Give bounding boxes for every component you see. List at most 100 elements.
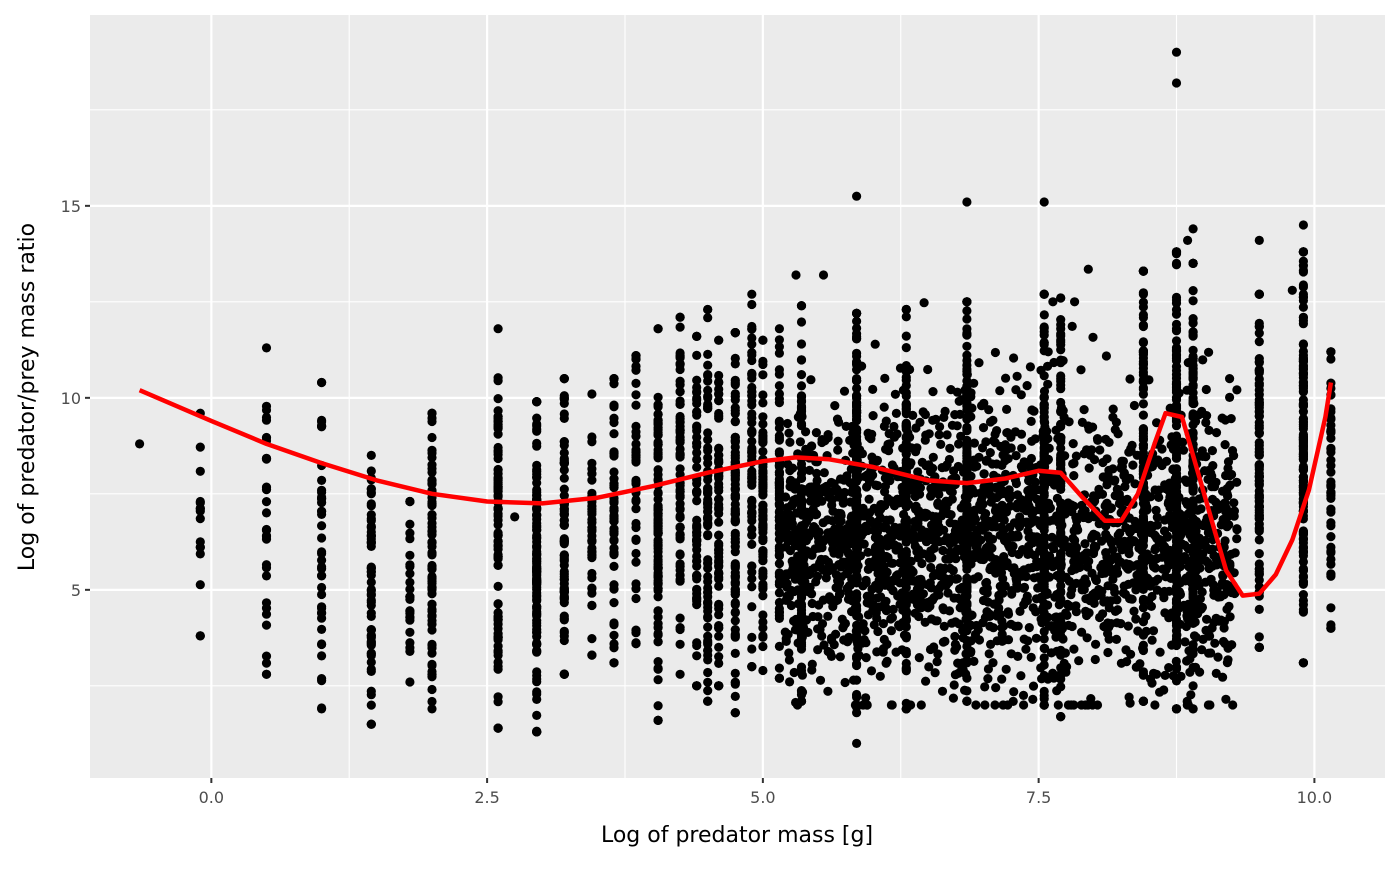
data-point <box>758 617 767 626</box>
data-point <box>920 534 929 543</box>
data-point <box>867 666 876 675</box>
data-point <box>966 647 975 656</box>
data-point <box>532 625 541 634</box>
data-point <box>1172 657 1181 666</box>
data-point <box>714 336 723 345</box>
data-point <box>654 538 663 547</box>
data-point <box>962 329 971 338</box>
data-point <box>1299 313 1308 322</box>
data-point <box>946 518 955 527</box>
data-point <box>1040 290 1049 299</box>
data-point <box>1172 577 1181 586</box>
data-point <box>1040 418 1049 427</box>
data-point <box>317 625 326 634</box>
data-point <box>1189 399 1198 408</box>
data-point <box>794 554 803 563</box>
data-point <box>1192 541 1201 550</box>
data-point <box>1077 628 1086 637</box>
data-point <box>927 614 936 623</box>
data-point <box>1167 432 1176 441</box>
data-point <box>991 562 1000 571</box>
data-point <box>1040 644 1049 653</box>
data-point <box>858 639 867 648</box>
data-point <box>1299 369 1308 378</box>
data-point <box>820 483 829 492</box>
data-point <box>787 601 796 610</box>
data-point <box>775 381 784 390</box>
data-point <box>692 638 701 647</box>
data-point <box>1056 374 1065 383</box>
data-point <box>979 469 988 478</box>
data-point <box>532 695 541 704</box>
data-point <box>1105 535 1114 544</box>
data-point <box>1205 700 1214 709</box>
data-point <box>960 686 969 695</box>
data-point <box>1017 390 1026 399</box>
data-point <box>1198 355 1207 364</box>
data-point <box>747 325 756 334</box>
data-point <box>853 440 862 449</box>
data-point <box>923 510 932 519</box>
data-point <box>1138 644 1147 653</box>
data-point <box>1044 347 1053 356</box>
data-point <box>1047 560 1056 569</box>
data-point <box>962 356 971 365</box>
data-point <box>828 495 837 504</box>
data-point <box>758 447 767 456</box>
data-point <box>1105 438 1114 447</box>
data-point <box>923 365 932 374</box>
data-point <box>982 522 991 531</box>
data-point <box>367 687 376 696</box>
data-point <box>731 692 740 701</box>
data-point <box>830 640 839 649</box>
data-point <box>818 619 827 628</box>
data-point <box>852 376 861 385</box>
data-point <box>961 492 970 501</box>
data-point <box>1032 557 1041 566</box>
data-point <box>367 591 376 600</box>
data-point <box>367 631 376 640</box>
data-point <box>1059 356 1068 365</box>
data-point <box>317 422 326 431</box>
data-point <box>262 610 271 619</box>
data-point <box>1080 405 1089 414</box>
data-point <box>1139 383 1148 392</box>
data-point <box>609 598 618 607</box>
data-point <box>731 359 740 368</box>
data-point <box>988 459 997 468</box>
data-point <box>747 409 756 418</box>
data-point <box>560 521 569 530</box>
data-point <box>1149 562 1158 571</box>
data-point <box>317 533 326 542</box>
data-point <box>1255 493 1264 502</box>
data-point <box>1189 259 1198 268</box>
data-point <box>1167 641 1176 650</box>
data-point <box>1299 596 1308 605</box>
data-point <box>1255 506 1264 515</box>
data-point <box>1326 603 1335 612</box>
data-point <box>1048 297 1057 306</box>
data-point <box>731 649 740 658</box>
data-point <box>797 317 806 326</box>
data-point <box>703 572 712 581</box>
data-point <box>1255 365 1264 374</box>
data-point <box>747 396 756 405</box>
data-point <box>427 464 436 473</box>
data-point <box>532 711 541 720</box>
data-point <box>970 439 979 448</box>
data-point <box>847 488 856 497</box>
data-point <box>1103 648 1112 657</box>
data-point <box>714 652 723 661</box>
data-point <box>609 479 618 488</box>
data-point <box>833 595 842 604</box>
data-point <box>823 612 832 621</box>
data-point <box>1141 489 1150 498</box>
data-point <box>654 431 663 440</box>
data-point <box>758 556 767 565</box>
data-point <box>494 480 503 489</box>
data-point <box>560 575 569 584</box>
data-point <box>532 465 541 474</box>
data-point <box>1299 564 1308 573</box>
data-point <box>560 627 569 636</box>
data-point <box>967 485 976 494</box>
